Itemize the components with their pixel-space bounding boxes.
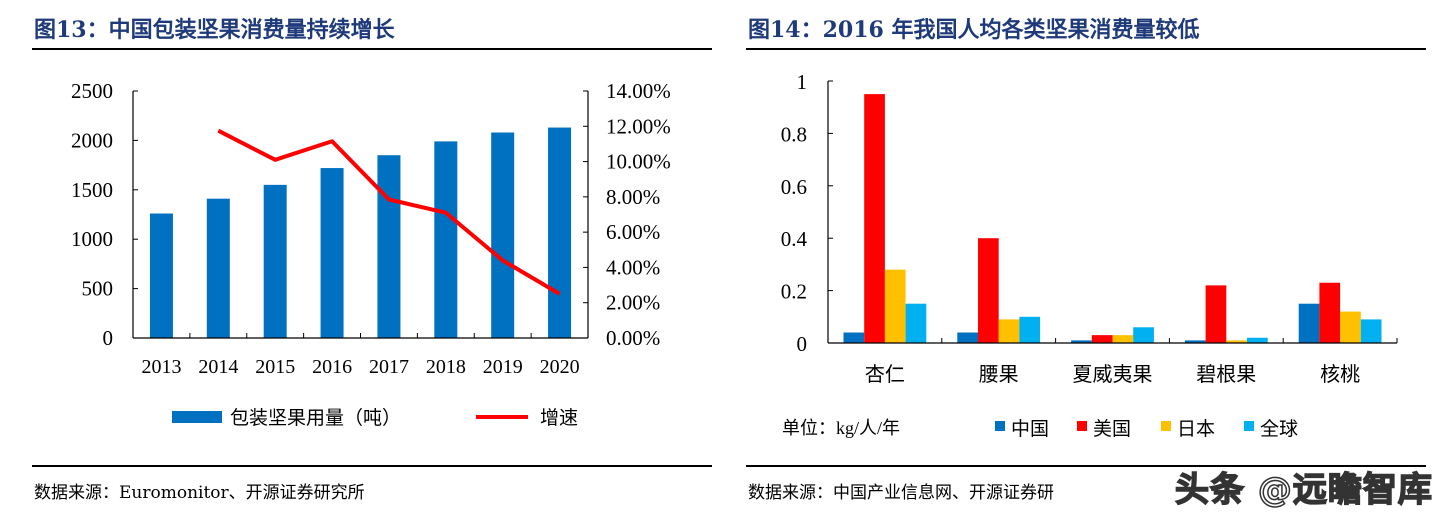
- x-tick-label: 2019: [483, 356, 523, 378]
- y-tick-label: 0.2: [781, 280, 807, 304]
- y-tick-label: 1000: [71, 227, 113, 251]
- source-divider-right: [746, 465, 1426, 467]
- bar-2015: [263, 184, 287, 338]
- y-tick-label: 0: [103, 326, 114, 350]
- bar-夏威夷果-美国: [1091, 335, 1113, 343]
- y-tick-label: 0.8: [781, 122, 807, 146]
- legend-bar-swatch: [172, 411, 222, 423]
- title-divider-left: [32, 48, 712, 50]
- bar-核桃-全球: [1360, 319, 1382, 343]
- unit-label: 单位：kg/人/年: [782, 418, 900, 438]
- bar-核桃-美国: [1319, 282, 1341, 343]
- chart13-title: 图13：中国包装坚果消费量持续增长: [34, 17, 395, 43]
- bar-碧根果-全球: [1247, 337, 1268, 343]
- bar-核桃-日本: [1340, 311, 1361, 343]
- bar-2016: [320, 168, 344, 338]
- y2-tick-label: 4.00%: [606, 255, 660, 279]
- bar-腰果-中国: [957, 332, 978, 343]
- title-divider-right: [746, 48, 1426, 50]
- legend-bar-label: 包装坚果用量（吨）: [230, 407, 401, 429]
- x-tick-label: 2014: [198, 356, 238, 378]
- legend-line-label: 增速: [540, 407, 578, 429]
- x-tick-label: 核桃: [1320, 363, 1360, 386]
- y2-tick-label: 2.00%: [606, 291, 660, 315]
- bar-碧根果-中国: [1184, 340, 1206, 343]
- legend-label: 日本: [1177, 418, 1215, 440]
- y-tick-label: 2000: [71, 128, 113, 152]
- y-tick-label: 0: [797, 332, 808, 356]
- y-tick-label: 0.4: [781, 227, 808, 251]
- x-tick-label: 杏仁: [865, 363, 905, 386]
- chart14-source: 数据来源：中国产业信息网、开源证券研: [748, 483, 1054, 503]
- x-tick-label: 碧根果: [1196, 363, 1256, 386]
- source-divider-left: [32, 465, 712, 467]
- y2-tick-label: 0.00%: [606, 326, 660, 350]
- legend-label: 美国: [1093, 418, 1131, 440]
- x-tick-label: 2017: [369, 356, 409, 378]
- chart13-source: 数据来源：Euromonitor、开源证券研究所: [34, 483, 365, 503]
- bar-杏仁-美国: [864, 94, 885, 343]
- x-tick-label: 2018: [426, 356, 466, 378]
- y2-tick-label: 8.00%: [606, 185, 660, 209]
- bar-碧根果-日本: [1226, 340, 1247, 343]
- y-tick-label: 500: [82, 277, 114, 301]
- legend-label: 全球: [1260, 418, 1298, 440]
- y-tick-label: 2500: [71, 79, 113, 103]
- bar-2019: [491, 132, 515, 338]
- bar-碧根果-美国: [1205, 285, 1227, 343]
- bar-2014: [206, 198, 230, 338]
- x-tick-label: 2013: [141, 356, 181, 378]
- y2-tick-label: 6.00%: [606, 220, 660, 244]
- y2-tick-label: 10.00%: [606, 150, 671, 174]
- bar-夏威夷果-全球: [1133, 327, 1154, 343]
- legend-swatch-日本: [1161, 421, 1171, 431]
- bar-杏仁-全球: [905, 303, 927, 343]
- y-tick-label: 0.6: [781, 175, 807, 199]
- bar-腰果-美国: [978, 238, 999, 343]
- bar-夏威夷果-中国: [1071, 340, 1092, 343]
- bar-杏仁-中国: [843, 332, 865, 343]
- legend-swatch-全球: [1244, 421, 1254, 431]
- bar-2018: [434, 141, 458, 338]
- x-tick-label: 腰果: [979, 364, 1019, 386]
- x-tick-label: 2016: [312, 356, 352, 378]
- chart14-title: 图14：2016 年我国人均各类坚果消费量较低: [748, 17, 1200, 43]
- y2-tick-label: 14.00%: [606, 79, 671, 103]
- bar-2017: [377, 155, 401, 338]
- bar-腰果-全球: [1019, 316, 1041, 343]
- legend-swatch-美国: [1077, 421, 1087, 431]
- bar-核桃-中国: [1298, 303, 1320, 343]
- bar-2020: [548, 127, 572, 338]
- legend-label: 中国: [1011, 418, 1049, 440]
- x-tick-label: 夏威夷果: [1073, 363, 1153, 386]
- growth-line: [217, 128, 561, 296]
- watermark: 头条 @远瞻智库: [1174, 469, 1433, 511]
- bar-夏威夷果-日本: [1112, 335, 1134, 343]
- bar-杏仁-日本: [884, 269, 906, 343]
- x-tick-label: 2015: [255, 356, 295, 378]
- bar-2013: [149, 213, 173, 338]
- x-tick-label: 2020: [540, 356, 580, 378]
- y2-tick-label: 12.00%: [606, 114, 671, 138]
- bar-腰果-日本: [998, 319, 1020, 343]
- legend-swatch-中国: [995, 421, 1005, 431]
- y-tick-label: 1: [797, 70, 808, 94]
- y-tick-label: 1500: [71, 178, 113, 202]
